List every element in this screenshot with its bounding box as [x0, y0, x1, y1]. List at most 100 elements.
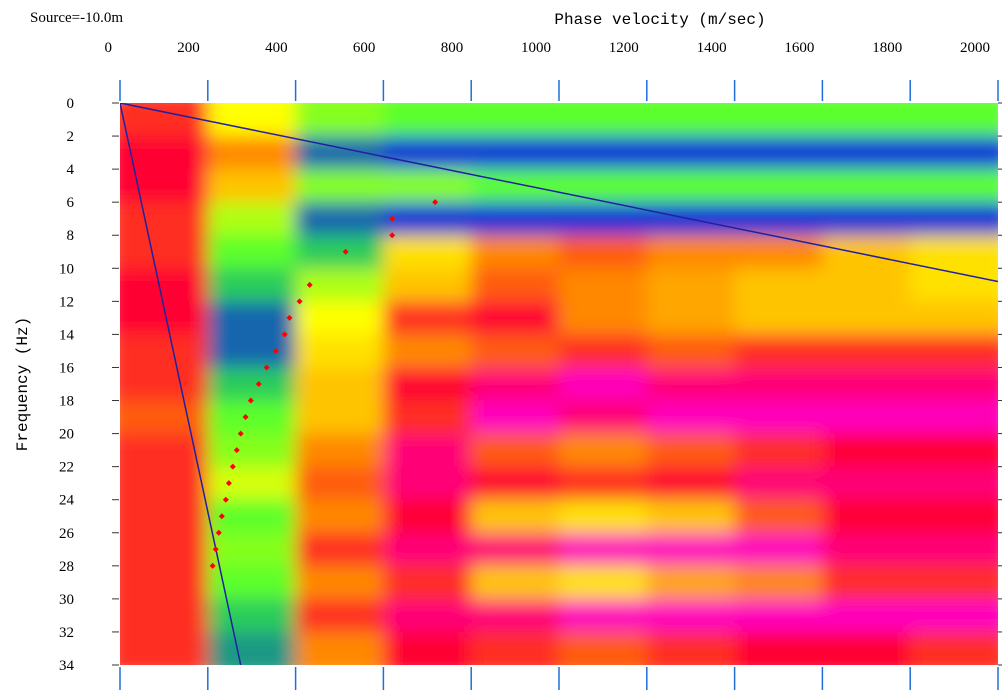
pick-point — [212, 546, 219, 553]
heat-cell — [471, 103, 560, 137]
heat-cell — [207, 334, 297, 368]
x-tick-label: 1400 — [697, 40, 727, 56]
heat-cell — [120, 367, 209, 402]
x-tick-label: 200 — [177, 40, 200, 56]
heat-cell — [734, 301, 823, 335]
heat-cell — [822, 367, 911, 402]
pick-point — [222, 496, 229, 503]
heat-cell — [822, 268, 911, 302]
pick-point — [215, 529, 222, 536]
y-tick-label: 34 — [59, 658, 75, 674]
y-tick-label: 2 — [67, 129, 75, 145]
heat-cell — [734, 532, 823, 567]
heat-cell — [120, 598, 209, 633]
heat-cell — [559, 268, 648, 302]
heat-cell — [734, 136, 823, 170]
limit-line — [120, 103, 242, 665]
heat-cell — [822, 235, 911, 269]
heat-cell — [734, 565, 823, 600]
heat-cell — [383, 631, 472, 665]
heat-cell — [120, 136, 209, 170]
pick-point — [296, 298, 303, 305]
heat-cell — [559, 631, 648, 665]
pick-point — [281, 331, 288, 338]
x-tick-label: 800 — [441, 40, 464, 56]
heat-cell — [822, 499, 911, 534]
pick-point — [263, 364, 270, 371]
y-tick-label: 10 — [59, 261, 74, 277]
x-tick-label: 400 — [265, 40, 288, 56]
pick-point — [225, 480, 232, 487]
heat-cell — [295, 301, 384, 335]
heat-cell — [646, 466, 736, 501]
heat-cell — [734, 367, 823, 402]
heat-cell — [120, 202, 209, 236]
heat-cell — [910, 565, 998, 600]
heat-cell — [646, 499, 736, 534]
y-tick-label: 30 — [59, 592, 74, 608]
heat-cell — [383, 169, 472, 203]
heat-cell — [559, 334, 648, 368]
y-tick-label: 16 — [59, 360, 75, 376]
heat-cell — [207, 268, 297, 302]
heat-cell — [559, 367, 648, 402]
heat-cell — [646, 235, 736, 269]
heat-cell — [471, 301, 560, 335]
heat-cell — [734, 235, 823, 269]
x-tick-label: 1800 — [872, 40, 902, 56]
heat-cell — [120, 400, 209, 435]
heat-cell — [207, 433, 297, 468]
heat-cell — [646, 631, 736, 665]
heat-cell — [646, 268, 736, 302]
heat-cell — [910, 433, 998, 468]
pick-point — [233, 447, 240, 454]
heat-cell — [646, 433, 736, 468]
heat-cell — [383, 598, 472, 633]
x-tick-label: 2000 — [960, 40, 990, 56]
heat-cell — [559, 466, 648, 501]
y-axis-label: Frequency (Hz) — [14, 317, 32, 451]
heat-cell — [471, 598, 560, 633]
heat-cell — [734, 631, 823, 665]
x-axis-label: Phase velocity (m/sec) — [554, 11, 765, 29]
heat-cell — [120, 433, 209, 468]
pick-point — [432, 199, 439, 206]
heat-cell — [383, 400, 472, 435]
heat-cell — [383, 532, 472, 567]
heat-cell — [822, 136, 911, 170]
pick-point — [209, 562, 216, 569]
heatmap — [120, 103, 998, 665]
heat-cell — [822, 400, 911, 435]
y-tick-label: 26 — [59, 526, 75, 542]
y-tick-label: 24 — [59, 493, 75, 509]
heat-cell — [559, 169, 648, 203]
heat-cell — [646, 598, 736, 633]
heat-cell — [207, 532, 297, 567]
y-tick-label: 20 — [59, 427, 74, 443]
heat-cell — [383, 334, 472, 368]
pick-point — [389, 215, 396, 222]
pick-point — [242, 414, 249, 421]
heat-cell — [383, 565, 472, 600]
heat-cell — [559, 136, 648, 170]
heat-cell — [471, 433, 560, 468]
heat-cell — [295, 202, 384, 236]
x-tick-label: 1200 — [609, 40, 639, 56]
heat-cell — [295, 367, 384, 402]
heat-cell — [295, 103, 384, 137]
heat-cell — [295, 631, 384, 665]
heatmap-cells — [120, 103, 998, 665]
y-tick-label: 0 — [67, 96, 75, 112]
heat-cell — [295, 433, 384, 468]
heat-cell — [734, 499, 823, 534]
heat-cell — [734, 466, 823, 501]
heat-cell — [646, 532, 736, 567]
heat-cell — [383, 301, 472, 335]
heat-cell — [734, 334, 823, 368]
heat-cell — [559, 301, 648, 335]
heat-cell — [822, 334, 911, 368]
heat-cell — [295, 532, 384, 567]
heat-cell — [471, 565, 560, 600]
heat-cell — [822, 532, 911, 567]
heat-cell — [471, 466, 560, 501]
